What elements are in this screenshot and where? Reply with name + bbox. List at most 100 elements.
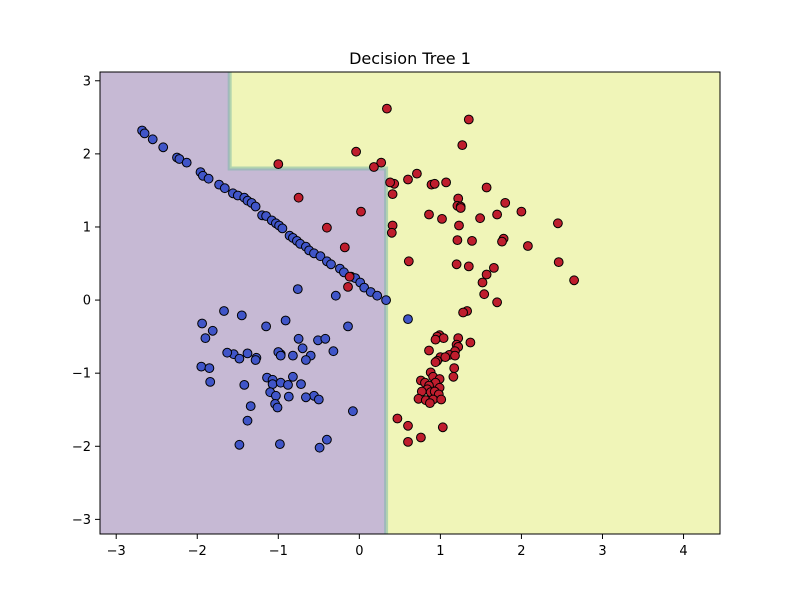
red-point bbox=[437, 214, 447, 224]
x-tick-label: 1 bbox=[436, 544, 444, 559]
blue-point bbox=[158, 142, 169, 153]
red-point bbox=[351, 146, 362, 157]
y-tick-label: 1 bbox=[83, 220, 91, 235]
red-point bbox=[455, 203, 466, 213]
red-point bbox=[553, 218, 563, 229]
red-point bbox=[448, 371, 459, 382]
red-point bbox=[403, 420, 413, 431]
blue-point bbox=[314, 442, 325, 453]
red-point bbox=[343, 282, 353, 292]
blue-point bbox=[343, 321, 353, 332]
blue-point bbox=[301, 355, 311, 365]
blue-point bbox=[313, 394, 324, 405]
blue-point bbox=[315, 251, 326, 262]
x-tick-label: 2 bbox=[517, 544, 525, 559]
red-point bbox=[454, 220, 464, 231]
red-point bbox=[437, 422, 448, 433]
blue-region bbox=[100, 72, 387, 534]
red-point bbox=[412, 168, 422, 179]
red-point bbox=[424, 345, 434, 356]
red-point bbox=[436, 394, 447, 405]
blue-point bbox=[272, 402, 283, 413]
blue-point bbox=[197, 318, 208, 329]
x-tick-label: −2 bbox=[188, 544, 207, 559]
blue-point bbox=[326, 259, 336, 270]
blue-point bbox=[283, 391, 294, 402]
red-class-points bbox=[273, 103, 579, 447]
red-point bbox=[293, 192, 304, 203]
blue-point bbox=[283, 380, 293, 390]
chart-title: Decision Tree 1 bbox=[349, 49, 471, 68]
blue-point bbox=[277, 223, 288, 234]
x-tick-label: 4 bbox=[679, 544, 687, 559]
red-point bbox=[465, 337, 476, 348]
blue-point bbox=[222, 347, 233, 358]
red-point bbox=[492, 209, 503, 220]
red-point bbox=[403, 174, 413, 185]
red-point bbox=[430, 357, 441, 368]
blue-point bbox=[245, 401, 256, 412]
y-tick-label: 0 bbox=[83, 294, 91, 309]
blue-point bbox=[219, 306, 229, 316]
blue-point bbox=[203, 173, 214, 184]
red-point bbox=[429, 178, 440, 189]
blue-point bbox=[271, 390, 281, 401]
red-point bbox=[489, 263, 499, 273]
blue-point bbox=[139, 128, 150, 139]
red-point bbox=[385, 177, 396, 188]
red-point bbox=[356, 206, 366, 217]
x-tick-label: −3 bbox=[107, 544, 126, 559]
blue-point bbox=[297, 343, 308, 354]
blue-point bbox=[242, 348, 253, 359]
red-point bbox=[457, 140, 468, 151]
y-tick-label: −3 bbox=[72, 513, 91, 528]
red-point bbox=[438, 333, 449, 344]
red-point bbox=[273, 159, 284, 170]
blue-point bbox=[250, 201, 261, 212]
blue-point bbox=[181, 157, 192, 168]
red-point bbox=[569, 275, 579, 286]
blue-point bbox=[200, 333, 211, 344]
red-point bbox=[441, 177, 452, 188]
blue-point bbox=[275, 350, 286, 361]
plot-area bbox=[99, 71, 721, 535]
red-point bbox=[463, 114, 474, 125]
red-point bbox=[516, 206, 527, 217]
y-axis: −3 −2 −1 0 1 2 3 bbox=[72, 74, 100, 528]
blue-point bbox=[296, 379, 306, 390]
blue-point bbox=[234, 353, 245, 364]
red-point bbox=[403, 437, 413, 447]
y-tick-label: 2 bbox=[83, 147, 91, 162]
red-point bbox=[477, 277, 488, 288]
decision-boundary bbox=[227, 72, 389, 534]
red-point bbox=[440, 352, 451, 363]
red-point bbox=[382, 103, 392, 114]
red-point bbox=[403, 256, 414, 267]
red-point bbox=[376, 157, 387, 168]
blue-point bbox=[301, 392, 311, 403]
red-point bbox=[451, 259, 462, 270]
red-point bbox=[492, 297, 503, 308]
blue-point bbox=[242, 415, 253, 426]
x-tick-label: −1 bbox=[269, 544, 288, 559]
blue-point bbox=[261, 321, 272, 332]
blue-class-points bbox=[137, 125, 413, 453]
plot-frame bbox=[99, 71, 721, 535]
blue-point bbox=[280, 315, 291, 326]
blue-point bbox=[207, 325, 218, 336]
blue-point bbox=[403, 314, 413, 325]
blue-point bbox=[267, 379, 278, 390]
blue-point bbox=[275, 439, 285, 450]
blue-point bbox=[292, 284, 303, 295]
y-tick-label: −1 bbox=[72, 367, 91, 382]
red-point bbox=[450, 350, 460, 361]
red-point bbox=[369, 162, 379, 172]
y-tick-label: −2 bbox=[72, 440, 91, 455]
red-point bbox=[467, 236, 477, 246]
red-point bbox=[425, 398, 435, 409]
blue-point bbox=[330, 290, 341, 301]
blue-point bbox=[236, 310, 247, 321]
y-tick-label: 3 bbox=[83, 74, 91, 89]
blue-point bbox=[288, 371, 298, 382]
red-point bbox=[344, 271, 355, 282]
